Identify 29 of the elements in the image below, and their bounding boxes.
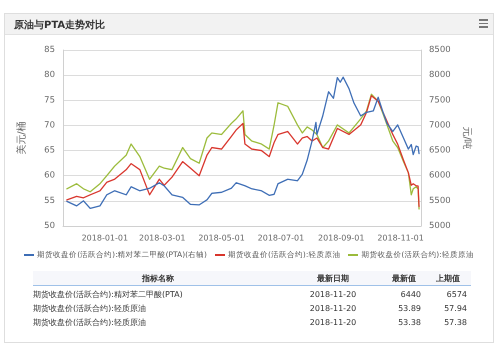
y2-tick-label: 6000 (429, 170, 451, 181)
y2-tick-label: 6500 (429, 146, 451, 156)
y-axis-title: 美元/桶 (16, 121, 28, 155)
x-tick-label: 2018-01-01 (82, 234, 128, 242)
y-tick-label: 55 (44, 196, 55, 206)
y-tick-label: 85 (44, 45, 55, 55)
x-tick-label: 2018-09-01 (318, 234, 364, 242)
x-tick-label: 2018-03-01 (138, 234, 186, 242)
y2-tick-label: 8000 (429, 70, 451, 80)
y-tick-label: 65 (44, 146, 55, 156)
text: 指标名称 最新日期 最新值 上期值 (142, 274, 460, 282)
y2-tick-label: 5500 (429, 196, 451, 206)
y2-tick-label: 7000 (429, 120, 451, 130)
y-tick-label: 70 (44, 120, 55, 130)
x-tick-label: 2018-07-01 (258, 234, 304, 242)
text: 期货收盘价(活跃合约):轻质原油 2018-11-20 53.89 57.94 (33, 304, 467, 312)
y2-axis-title: 元/吨 (461, 126, 474, 150)
x-tick-label: 2018-05-01 (198, 234, 245, 242)
y2-tick-label: 7500 (429, 95, 451, 106)
text: 期货收盘价(活跃合约):精对苯二甲酸(PTA) 2018-11-20 6440 6574 (33, 290, 467, 298)
y-tick-label: 50 (44, 221, 55, 231)
y2-tick-label: 8500 (429, 45, 451, 55)
y-tick-label: 60 (44, 170, 55, 181)
y-tick-label: 75 (44, 95, 55, 106)
chart-title: 原油与PTA走势对比 (14, 18, 106, 32)
y2-tick-label: 5000 (429, 221, 451, 231)
y-tick-label: 80 (44, 70, 55, 80)
text: 期货收盘价(活跃合约):轻质原油 2018-11-20 53.38 57.38 (33, 318, 467, 326)
x-tick-label: 2018-11-01 (377, 234, 424, 242)
